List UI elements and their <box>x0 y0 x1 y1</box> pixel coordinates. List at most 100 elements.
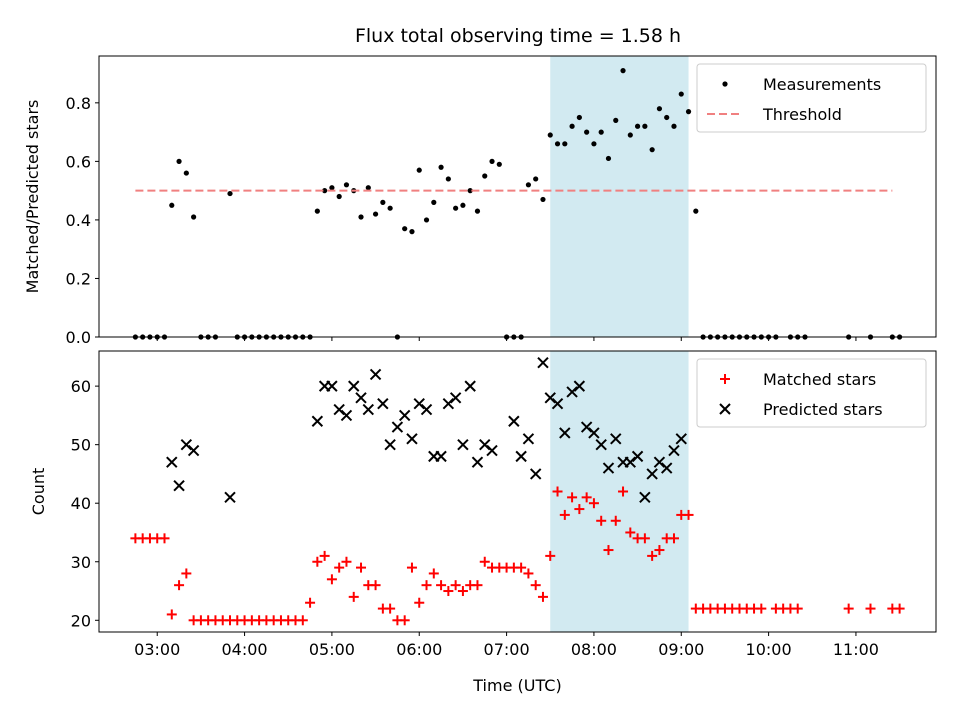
matched-stars-point <box>559 509 570 520</box>
matched-stars-point <box>174 580 185 591</box>
matched-stars-point <box>414 597 425 608</box>
measurements-point <box>664 114 670 121</box>
measurements-point <box>627 132 633 138</box>
measurements-point <box>445 176 451 182</box>
predicted-stars-point <box>173 479 185 492</box>
matched-stars-point <box>516 562 527 573</box>
predicted-stars-point <box>420 403 433 416</box>
matched-stars-point <box>792 603 803 614</box>
chart-title: Flux total observing time = 1.58 h <box>355 25 681 47</box>
matched-stars-point <box>450 580 461 591</box>
predicted-stars-point <box>559 427 571 439</box>
predicted-stars-point <box>471 456 484 468</box>
y-tick-label: 60 <box>71 377 91 396</box>
measurements-point <box>685 109 692 115</box>
measurements-point <box>409 229 415 235</box>
measurements-point <box>416 167 422 173</box>
measurements-point <box>547 132 553 138</box>
matched-stars-legend-label: Matched stars <box>763 370 876 389</box>
predicted-stars-point <box>435 450 447 463</box>
measurements-point <box>372 211 379 217</box>
x-tick-label: 05:00 <box>309 640 355 659</box>
y-tick-label: 0.0 <box>66 328 91 347</box>
y-tick-label: 0.6 <box>66 152 91 171</box>
measurements-point <box>678 91 684 97</box>
predicted-stars-point <box>413 397 425 410</box>
measurements-point <box>591 141 597 147</box>
matched-stars-point <box>545 550 556 561</box>
predicted-stars-point <box>442 397 455 410</box>
matched-stars-point <box>567 492 578 503</box>
matched-stars-point <box>654 545 665 556</box>
predicted-stars-point <box>398 409 411 422</box>
predicted-stars-point <box>566 386 578 398</box>
count-legend: Matched stars Predicted stars <box>696 358 927 428</box>
measurements-point <box>656 106 663 112</box>
predicted-stars-point <box>391 421 404 433</box>
matched-stars-point <box>610 515 621 526</box>
x-tick-label: 03:00 <box>134 640 180 659</box>
measurements-point <box>169 202 175 208</box>
y-tick-label: 30 <box>71 553 91 572</box>
predicted-stars-point <box>522 433 535 445</box>
matched-stars-point <box>596 515 607 526</box>
ratio-legend: Measurements Threshold <box>696 63 927 133</box>
measurements-point <box>642 123 648 129</box>
matched-stars-point <box>625 527 636 538</box>
predicted-stars-point <box>333 403 345 416</box>
measurements-point <box>227 190 233 197</box>
matched-stars-point <box>399 615 410 626</box>
observing-window-span <box>550 56 689 337</box>
y-tick-label: 0.2 <box>66 269 91 288</box>
predicted-stars-point <box>508 415 520 427</box>
predicted-stars-point <box>486 444 498 457</box>
predicted-stars-point <box>457 438 469 451</box>
measurements-point <box>431 199 437 205</box>
matched-stars-point <box>457 586 468 597</box>
count-plot-frame <box>98 350 937 633</box>
legend-box <box>696 358 927 428</box>
measurements-point <box>620 68 626 74</box>
legend-box <box>696 63 927 133</box>
x-tick-label: 07:00 <box>484 640 530 659</box>
x-tick-label: 08:00 <box>571 640 617 659</box>
y-tick-label: 40 <box>71 494 91 513</box>
measurements-point <box>467 188 473 194</box>
x-tick-label: 04:00 <box>222 640 268 659</box>
y-tick-label: 0.8 <box>66 94 91 113</box>
matched-stars-point <box>319 550 330 561</box>
measurements-point <box>183 170 189 176</box>
matched-stars-point <box>843 603 854 614</box>
predicted-stars-point <box>588 427 600 439</box>
matched-stars-point <box>348 591 359 602</box>
measurements-point <box>671 123 677 129</box>
predicted-stars-point <box>355 392 367 404</box>
matched-stars-point <box>479 556 490 567</box>
measurements-point <box>191 214 197 220</box>
threshold-legend-label: Threshold <box>762 105 842 124</box>
matched-stars-point <box>537 591 548 602</box>
measurements-point <box>540 196 546 203</box>
predicted-stars-point <box>653 456 666 468</box>
measurements-point <box>329 185 335 191</box>
predicted-stars-point <box>311 415 324 427</box>
predicted-stars-point <box>595 438 607 451</box>
matched-stars-point <box>312 556 323 567</box>
predicted-stars-point <box>515 450 527 463</box>
matched-stars-point <box>618 486 629 497</box>
matched-stars-point <box>894 603 905 614</box>
matched-stars-legend-marker <box>720 374 730 384</box>
measurements-point <box>569 123 575 129</box>
matched-stars-point <box>326 574 337 585</box>
predicted-stars-point <box>348 380 360 392</box>
matched-stars-point <box>385 603 396 614</box>
matched-stars-point <box>865 603 876 614</box>
matched-stars-point <box>443 586 454 597</box>
measurements-point <box>584 129 590 135</box>
measurements-point <box>423 217 430 223</box>
predicted-stars-point <box>624 456 637 468</box>
measurements-point <box>554 141 561 147</box>
measurements-point <box>387 205 393 211</box>
matched-stars-point <box>181 568 192 579</box>
